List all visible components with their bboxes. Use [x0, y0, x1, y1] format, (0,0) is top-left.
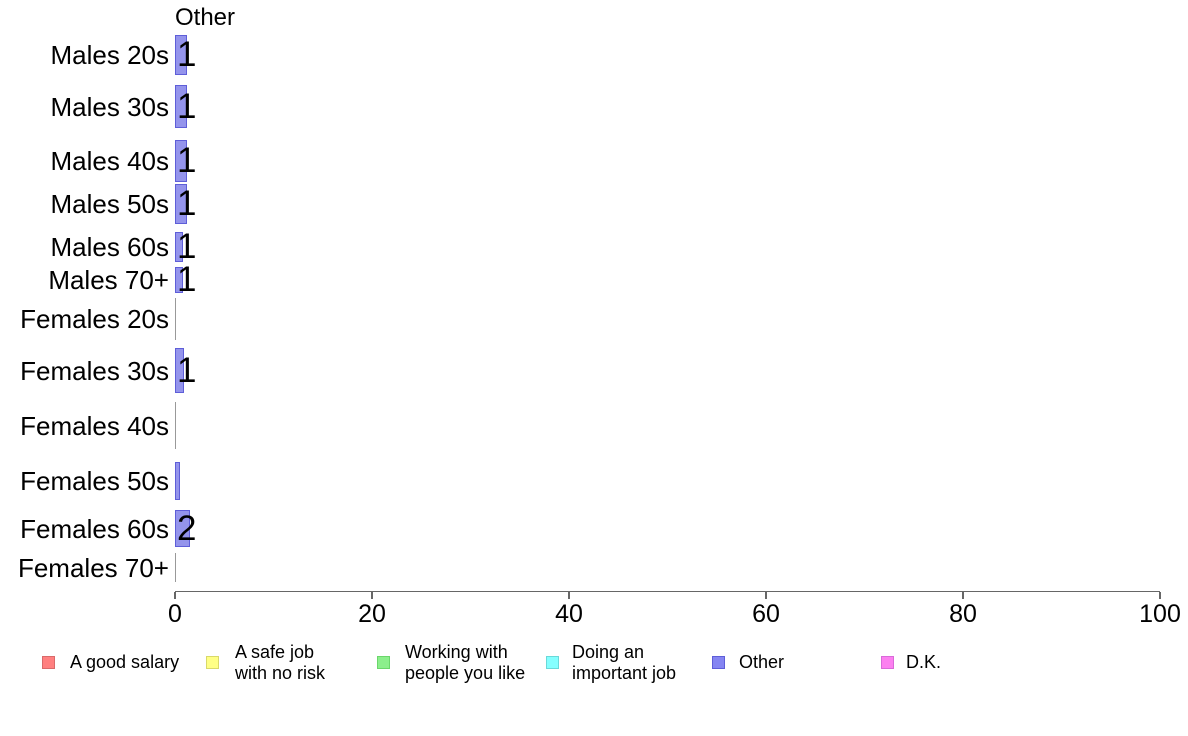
- x-axis-tick: [174, 592, 176, 599]
- x-axis-tick: [962, 592, 964, 599]
- bar-value-label: 1: [177, 260, 197, 299]
- bar: [175, 510, 190, 547]
- bar: [175, 184, 187, 224]
- bar-value-label: 2: [177, 508, 197, 548]
- x-axis-tick-label: 40: [555, 600, 583, 628]
- category-label: Males 70+: [48, 265, 169, 295]
- legend-swatch-icon: [377, 656, 390, 669]
- x-axis-tick-label: 60: [752, 600, 780, 628]
- x-axis-line: [175, 591, 1160, 593]
- zero-bar-line: [174, 402, 176, 449]
- zero-bar-line: [174, 553, 176, 582]
- legend-label: Doing an important job: [572, 641, 677, 683]
- category-label: Females 20s: [20, 304, 169, 334]
- x-axis-tick: [568, 592, 570, 599]
- legend-label: D.K.: [906, 652, 942, 672]
- bar: [175, 462, 180, 500]
- legend-swatch-icon: [712, 656, 725, 669]
- x-axis-tick: [1159, 592, 1161, 599]
- legend-swatch-icon: [881, 656, 894, 669]
- category-label: Males 50s: [50, 189, 170, 219]
- category-label: Males 20s: [50, 40, 170, 70]
- bar: [175, 85, 187, 128]
- legend-swatch-icon: [42, 656, 55, 669]
- legend-label: Other: [739, 652, 785, 672]
- bar-value-label: 1: [177, 141, 197, 180]
- bar-value-label: 1: [177, 227, 197, 266]
- x-axis-tick-label: 100: [1139, 600, 1181, 628]
- bar-value-label: 1: [177, 35, 197, 74]
- legend-label: A good salary: [70, 652, 180, 672]
- category-label: Males 30s: [50, 91, 170, 122]
- category-label: Females 70+: [17, 552, 169, 583]
- bar: [175, 140, 187, 182]
- bar: [175, 267, 183, 293]
- category-label: Females 40s: [20, 410, 169, 441]
- chart-title: Other: [175, 4, 236, 31]
- bar: [175, 232, 183, 262]
- category-label: Males 40s: [50, 146, 170, 176]
- x-axis-tick-label: 80: [949, 600, 977, 628]
- x-axis-tick: [371, 592, 373, 599]
- bar-value-label: 1: [177, 350, 197, 390]
- bar: [175, 348, 184, 393]
- legend-swatch-icon: [206, 656, 219, 669]
- legend-label: A safe job with no risk: [235, 641, 326, 683]
- x-axis-tick-label: 0: [168, 600, 182, 628]
- x-axis-tick-label: 20: [358, 600, 386, 628]
- bar-value-label: 1: [177, 86, 197, 126]
- x-axis-tick: [765, 592, 767, 599]
- bar: [175, 35, 187, 75]
- zero-bar-line: [174, 298, 176, 340]
- category-label: Males 60s: [50, 232, 170, 262]
- legend-swatch-icon: [546, 656, 559, 669]
- category-label: Females 60s: [20, 513, 169, 544]
- category-label: Females 50s: [20, 466, 169, 496]
- bar-value-label: 1: [177, 184, 197, 223]
- legend-label: Working with people you like: [405, 641, 526, 683]
- category-label: Females 30s: [20, 355, 169, 386]
